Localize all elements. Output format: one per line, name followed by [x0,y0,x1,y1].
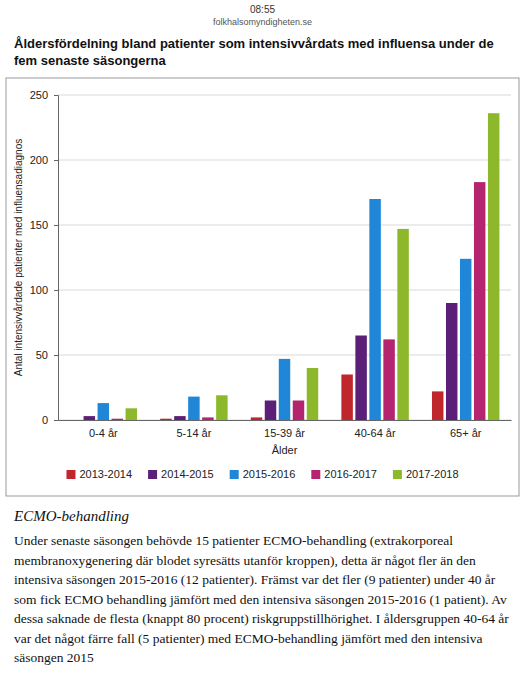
bar [293,401,304,421]
bar [174,416,185,420]
bar-series [98,199,472,420]
y-tick: 0 [42,414,58,426]
y-tick-label: 250 [30,89,48,101]
grid-line [58,160,511,161]
y-axis-line [54,96,59,421]
grid-line [58,290,511,291]
bar [307,368,318,420]
legend-swatch [311,470,320,479]
y-tick: 50 [36,349,58,361]
grid-line [58,225,511,226]
y-tick-label: 50 [36,349,48,361]
x-tick: 0-4 år [89,420,118,439]
y-tick-mark [54,95,58,96]
bar [160,419,171,420]
y-tick-label: 100 [30,284,48,296]
bar [355,336,366,421]
bar [341,375,352,421]
y-tick: 250 [30,89,58,101]
text-section: ECMO-behandling Under senaste säsongen be… [0,508,525,668]
legend-swatch [393,470,402,479]
bar [488,113,499,420]
bar [188,397,199,420]
legend-item: 2016-2017 [311,468,377,480]
legend-item: 2017-2018 [393,468,459,480]
bars [84,113,500,420]
legend-item: 2014-2015 [148,468,214,480]
bar [474,182,485,420]
y-tick: 150 [30,219,58,231]
y-tick-mark [54,355,58,356]
section-paragraph: Under senaste säsongen behövde 15 patien… [14,531,511,668]
status-time: 08:55 [250,4,275,15]
bar [446,303,457,420]
y-tick: 100 [30,284,58,296]
x-axis: 0-4 år 5-14 år 15-39 år 40-64 år 65+ år [59,420,512,439]
section-heading: ECMO-behandling [14,508,511,525]
legend-label: 2017-2018 [406,468,459,480]
chart-title: Åldersfördelning bland patienter som int… [14,36,494,68]
y-axis-title: Antal intensivvårdade patienter med infl… [13,139,24,376]
y-tick-label: 150 [30,219,48,231]
bar [369,199,380,420]
bar [70,420,81,421]
bar [432,391,443,420]
x-tick-label: 5-14 år [176,427,211,439]
legend-item: 2015-2016 [230,468,296,480]
x-axis-title: Ålder [272,444,298,456]
y-tick-mark [54,290,58,291]
y-tick-mark [54,225,58,226]
grid [58,95,511,420]
x-tick-label: 40-64 år [355,427,396,439]
legend-label: 2016-2017 [324,468,377,480]
bar [216,395,227,420]
x-axis-line [59,420,512,421]
legend-label: 2015-2016 [243,468,296,480]
y-tick-label: 0 [42,414,48,426]
bar [112,419,123,420]
bar [279,359,290,420]
bar [265,401,276,421]
y-tick-mark [54,160,58,161]
legend: 2013-2014 2014-2015 2015-2016 2016-2017 2017… [66,468,458,480]
bar [397,229,408,420]
bar [98,403,109,420]
status-url: folkhalsomyndigheten.se [213,17,312,27]
y-tick-label: 200 [30,154,48,166]
bar-series [112,182,486,420]
legend-swatch [66,470,75,479]
bar [383,339,394,420]
bar-series [126,113,500,420]
bar [84,416,95,420]
x-tick: 40-64 år [355,420,396,439]
legend-label: 2013-2014 [79,468,132,480]
legend-item: 2013-2014 [66,468,132,480]
y-tick: 200 [30,154,58,166]
bar [251,417,262,420]
x-tick-label: 0-4 år [89,427,118,439]
x-tick: 15-39 år [264,420,305,439]
bar [126,408,137,420]
bar [202,417,213,420]
y-axis: 0 50 100 150 200 250 [30,89,59,426]
bar [460,259,471,420]
legend-label: 2014-2015 [161,468,214,480]
legend-swatch [148,470,157,479]
chart-svg: 08:55 folkhalsomyndigheten.se Åldersfördel… [0,0,525,500]
legend-swatch [230,470,239,479]
grid-line [58,95,511,96]
y-tick-mark [54,420,58,421]
grid-line [58,355,511,356]
x-tick-label: 65+ år [450,427,482,439]
x-tick: 5-14 år [176,420,211,439]
x-tick-label: 15-39 år [264,427,305,439]
chart-frame [6,78,519,496]
x-tick: 65+ år [450,420,482,439]
